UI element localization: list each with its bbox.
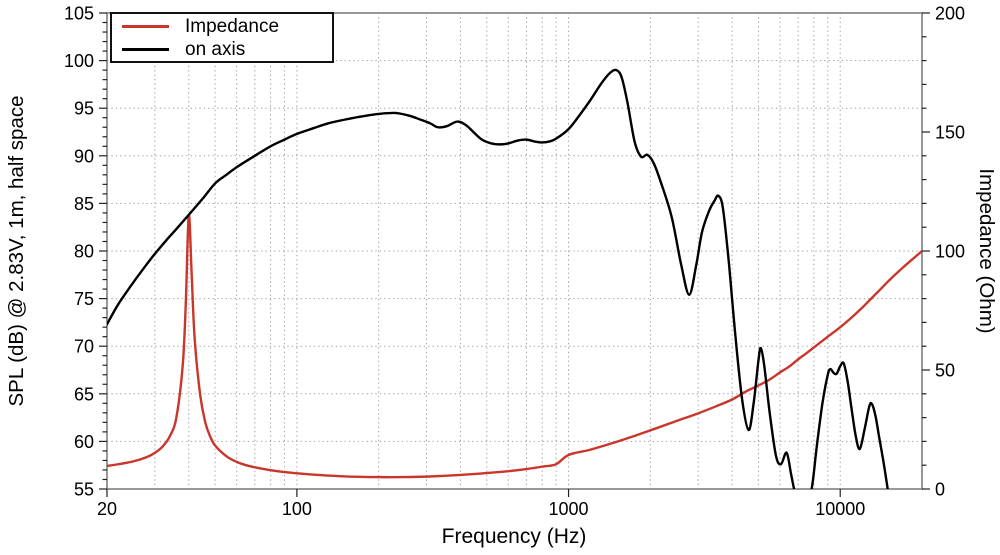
curves (107, 68, 922, 489)
y-left-tick-label: 70 (74, 337, 94, 357)
x-tick-label: 100 (282, 499, 312, 519)
impedance-curve (107, 214, 922, 479)
y-right-tick-label: 0 (935, 480, 945, 500)
x-tick-label: 10000 (815, 499, 865, 519)
legend-label-on-axis: on axis (185, 38, 246, 60)
legend-item-impedance: Impedance (112, 15, 332, 38)
y-left-tick-label: 105 (64, 4, 94, 24)
y-left-tick-label: 95 (74, 99, 94, 119)
axis-ticks (99, 12, 930, 497)
x-tick-label: 20 (97, 499, 117, 519)
legend-item-on-axis: on axis (112, 38, 332, 61)
y-right-tick-label: 100 (935, 242, 965, 262)
y-left-tick-label: 90 (74, 146, 94, 166)
legend-label-impedance: Impedance (185, 15, 280, 37)
tick-labels: 55 60 65 70 75 80 85 90 95 100 105 0 50 100 150 200 20 10… (64, 4, 965, 520)
impedance-line-swatch (122, 24, 169, 28)
on-axis-line-swatch (122, 47, 169, 51)
legend: Impedance on axis (110, 12, 334, 63)
x-axis-title: Frequency (Hz) (441, 525, 587, 548)
y-right-tick-label: 50 (935, 361, 955, 381)
y-axis-title-right: Impedance (Ohm) (975, 168, 998, 334)
y-right-tick-label: 150 (935, 123, 965, 143)
y-right-tick-label: 200 (935, 4, 965, 24)
y-left-tick-label: 85 (74, 194, 94, 214)
y-left-tick-label: 80 (74, 242, 94, 262)
x-tick-label: 1000 (549, 499, 589, 519)
y-left-tick-label: 55 (74, 480, 94, 500)
y-left-tick-label: 75 (74, 289, 94, 309)
y-left-tick-label: 60 (74, 432, 94, 452)
y-left-tick-label: 65 (74, 384, 94, 404)
plot-frame (106, 12, 923, 490)
y-axis-title-left: SPL (dB) @ 2.83V, 1m, half space (5, 95, 28, 407)
on-axis-curve (107, 68, 889, 489)
gridlines (107, 13, 922, 489)
y-left-tick-label: 100 (64, 51, 94, 71)
